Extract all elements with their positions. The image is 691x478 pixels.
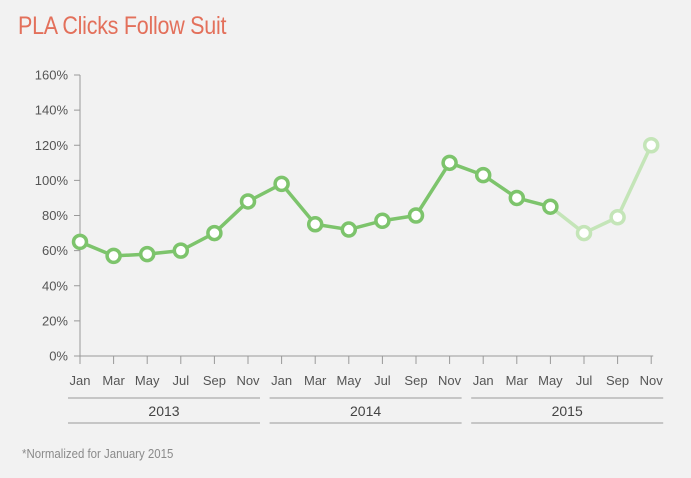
data-point <box>340 221 358 238</box>
x-tick-label: Nov <box>236 373 260 388</box>
data-point <box>105 247 122 265</box>
data-point <box>474 166 492 184</box>
data-point <box>407 207 425 224</box>
data-point <box>138 245 156 263</box>
x-tick-label: Jan <box>473 373 494 388</box>
x-tick-label: Jan <box>271 373 292 388</box>
y-tick-label: 0% <box>49 349 68 364</box>
series-line-segment <box>414 161 452 218</box>
data-point-projected <box>609 209 626 226</box>
chart-title: PLA Clicks Follow Suit <box>18 12 227 40</box>
x-tick-label: Sep <box>606 373 629 388</box>
x-tick-label: May <box>337 373 362 388</box>
data-point <box>508 189 526 207</box>
year-group-label: 2013 <box>148 403 179 419</box>
data-point-projected <box>575 224 593 242</box>
x-tick-label: Sep <box>203 373 226 388</box>
x-tick-label: Sep <box>404 373 427 388</box>
data-point <box>374 212 391 230</box>
series-line-segment <box>279 182 317 227</box>
x-tick-label: May <box>135 373 160 388</box>
data-point-projected <box>642 137 660 154</box>
data-point <box>206 224 223 242</box>
y-tick-label: 140% <box>35 103 69 118</box>
x-tick-label: May <box>538 373 563 388</box>
data-point <box>239 193 257 210</box>
data-point <box>306 216 324 233</box>
x-tick-label: Jul <box>172 373 189 388</box>
y-tick-label: 160% <box>35 68 69 83</box>
x-tick-label: Mar <box>506 373 529 388</box>
x-tick-label: Mar <box>304 373 327 388</box>
y-tick-label: 40% <box>42 278 68 293</box>
x-tick-label: Jul <box>374 373 391 388</box>
y-tick-label: 100% <box>35 173 69 188</box>
x-tick-label: Jul <box>576 373 593 388</box>
y-tick-label: 60% <box>42 243 68 258</box>
chart-footnote: *Normalized for January 2015 <box>22 446 174 461</box>
data-point <box>71 233 89 251</box>
y-tick-label: 80% <box>42 208 68 223</box>
x-tick-label: Nov <box>438 373 462 388</box>
year-group-label: 2014 <box>350 403 381 419</box>
data-point <box>441 154 458 172</box>
x-tick-label: Jan <box>70 373 91 388</box>
series-line-segment-projected <box>615 143 653 220</box>
data-point <box>273 175 290 193</box>
y-tick-label: 20% <box>42 313 68 328</box>
year-group-label: 2015 <box>552 403 583 419</box>
x-tick-label: Mar <box>102 373 125 388</box>
x-tick-label: Nov <box>640 373 664 388</box>
data-point <box>542 198 559 215</box>
data-point <box>172 242 190 259</box>
y-tick-label: 120% <box>35 138 69 153</box>
